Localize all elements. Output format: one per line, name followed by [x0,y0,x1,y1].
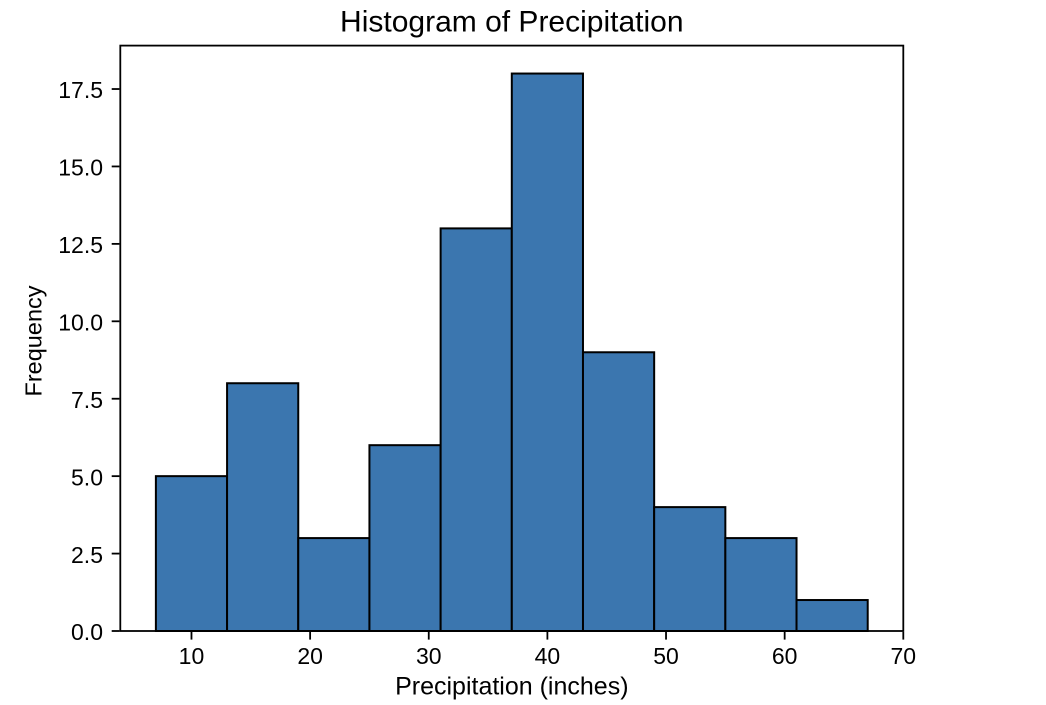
svg-text:10: 10 [179,643,205,669]
svg-text:Precipitation (inches): Precipitation (inches) [395,673,628,701]
svg-text:5.0: 5.0 [71,464,103,490]
svg-text:17.5: 17.5 [58,77,103,103]
svg-text:20: 20 [297,643,323,669]
svg-text:60: 60 [772,643,798,669]
svg-text:30: 30 [416,643,442,669]
svg-text:40: 40 [535,643,561,669]
svg-text:7.5: 7.5 [71,387,103,413]
svg-text:Histogram of Precipitation: Histogram of Precipitation [340,5,683,38]
svg-text:Frequency: Frequency [21,285,47,396]
svg-text:15.0: 15.0 [58,155,103,181]
svg-text:0.0: 0.0 [71,619,103,645]
svg-text:70: 70 [891,643,917,669]
svg-text:50: 50 [653,643,679,669]
svg-text:12.5: 12.5 [58,232,103,258]
svg-text:10.0: 10.0 [58,310,103,336]
svg-text:2.5: 2.5 [71,542,103,568]
